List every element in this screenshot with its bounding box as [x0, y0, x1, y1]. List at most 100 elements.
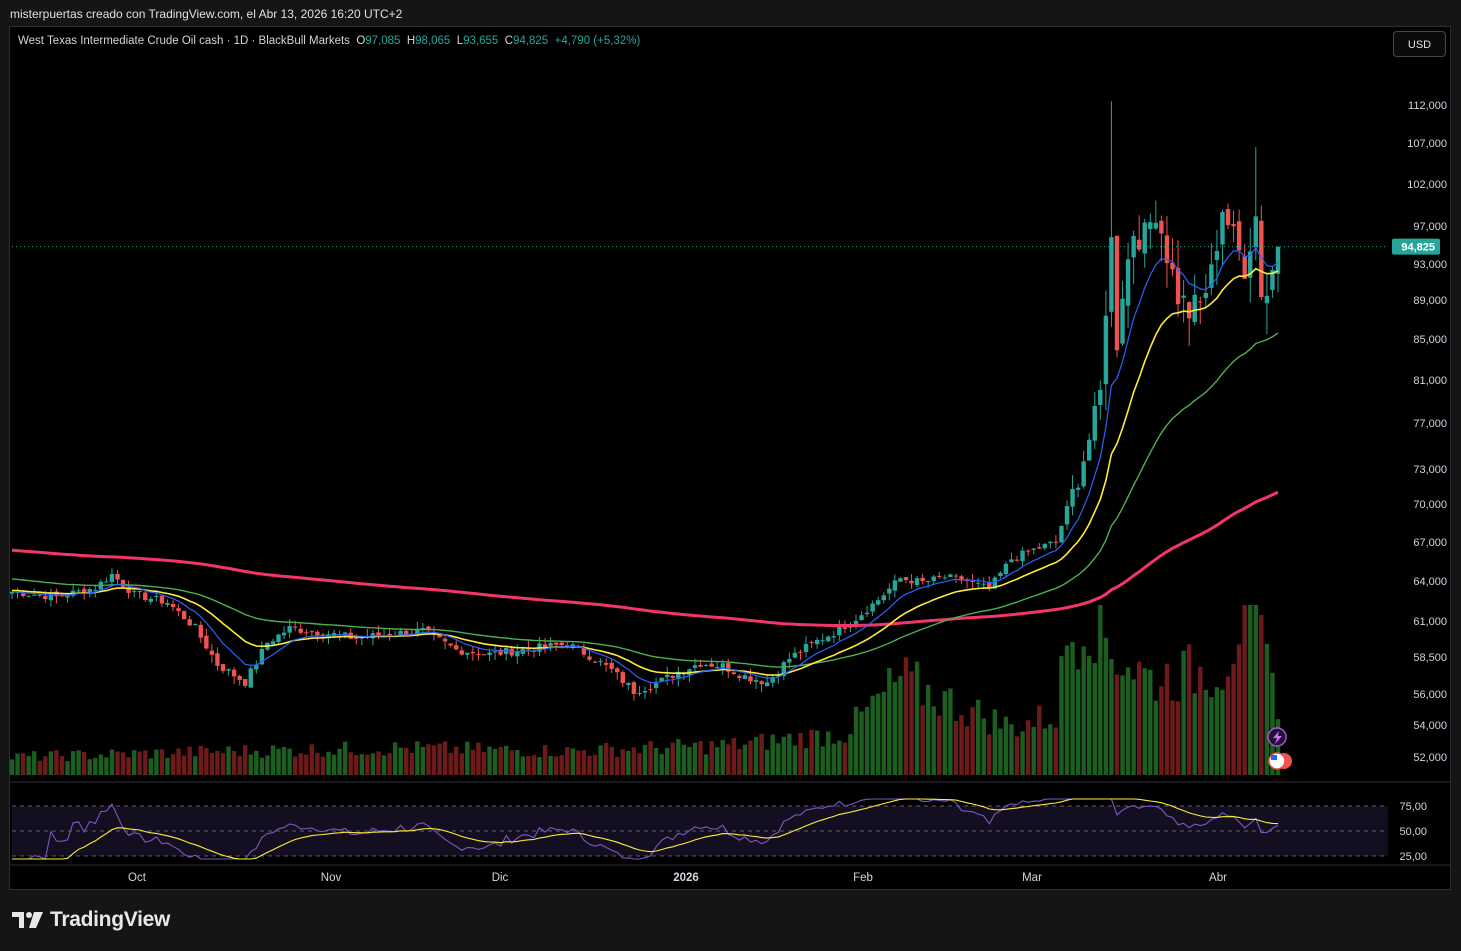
volume-bar	[48, 751, 54, 775]
volume-bar	[981, 718, 986, 775]
candle-body	[1186, 302, 1192, 319]
candle-body	[714, 666, 720, 669]
candle-body	[909, 580, 914, 584]
volume-bar	[1031, 726, 1036, 775]
high-label: H	[406, 35, 416, 47]
volume-bar	[1053, 727, 1059, 775]
volume-bar	[975, 699, 981, 775]
volume-bar	[709, 741, 714, 775]
volume-bar	[276, 748, 281, 775]
price-tick: 93,000	[1413, 259, 1447, 271]
candle-body	[304, 632, 309, 634]
volume-bar	[881, 691, 886, 775]
volume-bar	[98, 754, 104, 775]
close-label: C	[504, 35, 514, 47]
candle-body	[759, 681, 764, 685]
candle-body	[598, 661, 603, 663]
volume-bar	[776, 743, 781, 775]
volume-bar	[454, 746, 459, 775]
candle-body	[498, 649, 503, 655]
candle-body	[1053, 541, 1059, 543]
candle-body	[676, 671, 681, 679]
volume-bar	[426, 744, 431, 775]
volume-bar	[215, 750, 220, 775]
candle-body	[120, 579, 126, 587]
volume-bar	[587, 755, 592, 775]
volume-bar	[515, 749, 520, 775]
volume-bar	[703, 754, 709, 775]
candle-body	[187, 619, 192, 626]
volume-bar	[409, 753, 414, 775]
volume-bar	[1103, 637, 1109, 775]
volume-bar	[503, 745, 509, 775]
candle-body	[1225, 209, 1231, 226]
candle-body	[753, 680, 759, 682]
time-tick: Nov	[321, 872, 342, 884]
candle-body	[76, 590, 81, 592]
candle-body	[465, 652, 470, 655]
candle-body	[920, 577, 925, 582]
volume-bar	[859, 711, 864, 775]
price-tick: 89,000	[1413, 295, 1447, 307]
candle-body	[1192, 294, 1197, 323]
candle-body	[126, 587, 131, 593]
volume-bar	[381, 755, 387, 775]
volume-bar	[126, 757, 131, 775]
volume-bar	[437, 743, 442, 775]
candle-body	[342, 632, 348, 635]
candle-body	[204, 635, 209, 649]
volume-bar	[937, 715, 942, 775]
ema-50-line	[11, 332, 1279, 668]
candle-body	[137, 591, 142, 593]
candle-body	[975, 582, 981, 584]
volume-bar	[559, 755, 564, 775]
candle-body	[270, 641, 276, 645]
candle-body	[143, 592, 148, 601]
volume-bar	[720, 740, 725, 775]
candle-body	[970, 581, 975, 583]
volume-bar	[548, 756, 553, 775]
volume-bar	[726, 744, 731, 775]
volume-bar	[1120, 675, 1125, 775]
volume-bar	[1164, 663, 1170, 775]
candle-body	[15, 591, 20, 593]
candle-body	[359, 637, 365, 639]
volume-bar	[415, 741, 420, 775]
volume-bar	[359, 754, 365, 775]
volume-bar	[892, 682, 898, 775]
ema-200-line	[11, 490, 1279, 627]
volume-bar	[1175, 701, 1181, 775]
candle-body	[1275, 246, 1281, 274]
high-value: 98,065	[415, 35, 451, 47]
price-tick: 67,000	[1413, 537, 1447, 549]
volume-bar	[1275, 719, 1281, 775]
ema-9-line	[12, 246, 1279, 684]
candle-body	[131, 590, 137, 592]
candle-body	[420, 627, 426, 629]
volume-bar	[1214, 687, 1220, 775]
volume-bar	[187, 746, 192, 775]
candle-body	[731, 672, 737, 675]
volume-bar	[442, 741, 448, 775]
volume-bar	[948, 688, 953, 775]
volume-bar	[992, 709, 998, 775]
volume-bar	[226, 746, 231, 775]
candle-body	[487, 652, 492, 656]
volume-bar	[509, 750, 514, 775]
candle-body	[814, 639, 820, 645]
volume-bar	[631, 747, 637, 775]
volume-bar	[1225, 676, 1231, 775]
candle-body	[1075, 487, 1081, 490]
candle-body	[226, 669, 231, 671]
candle-body	[1136, 239, 1142, 250]
candle-body	[764, 682, 770, 687]
volume-bar	[93, 757, 98, 775]
volume-bar	[1048, 724, 1053, 775]
candle-body	[193, 624, 198, 626]
volume-bar	[1081, 646, 1086, 775]
candle-body	[1098, 389, 1103, 405]
currency-button[interactable]: USD	[1393, 31, 1446, 57]
candle-body	[1270, 269, 1275, 290]
volume-bar	[553, 756, 559, 775]
